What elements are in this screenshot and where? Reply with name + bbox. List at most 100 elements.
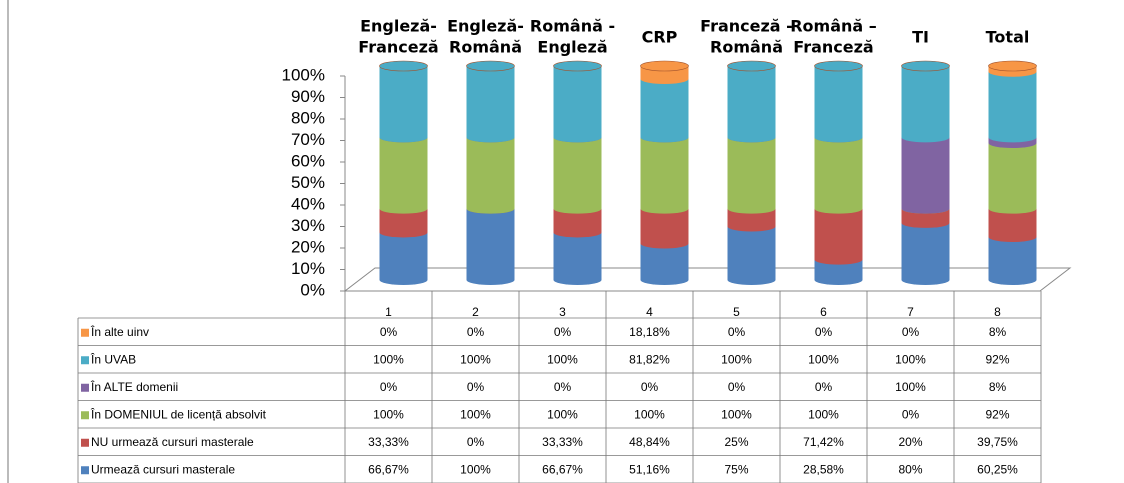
cylinder-segment	[814, 66, 863, 143]
legend-key	[81, 411, 89, 420]
cylinder-cap	[553, 60, 602, 72]
table-cell: 0%	[380, 325, 398, 339]
table-cell: 100%	[460, 352, 491, 366]
column-title: Total	[986, 28, 1030, 47]
legend-key	[81, 438, 89, 447]
table-cell: 100%	[895, 380, 926, 394]
legend-key	[81, 356, 89, 365]
column-title: Franceză -	[700, 17, 793, 36]
table-cell: 92%	[985, 352, 1009, 366]
y-tick-label: 50%	[291, 173, 325, 192]
legend-key	[81, 383, 89, 392]
cylinder-segment	[814, 208, 863, 265]
y-tick-label: 80%	[291, 108, 325, 127]
table-cell: 25%	[724, 435, 748, 449]
cylinder-segment	[466, 208, 515, 285]
table-cell: 100%	[721, 407, 752, 421]
y-tick-label: 90%	[291, 87, 325, 106]
table-cell: 0%	[380, 380, 398, 394]
x-tick-label: 5	[733, 305, 740, 319]
legend-key	[81, 328, 89, 337]
table-cell: 92%	[985, 407, 1009, 421]
cylinder-segment	[379, 137, 428, 214]
table-cell: 20%	[898, 435, 922, 449]
cylinder-segment	[901, 66, 950, 143]
table-cell: 0%	[728, 325, 746, 339]
cylinder-cap	[814, 60, 863, 72]
legend-label: NU urmează cursuri masterale	[91, 435, 254, 449]
cylinder-segment	[901, 208, 950, 228]
table-cell: 0%	[467, 325, 485, 339]
column-title: Română	[710, 38, 783, 57]
legend-label: În ALTE domenii	[90, 379, 178, 394]
x-tick-label: 8	[994, 305, 1001, 319]
table-cell: 0%	[815, 380, 833, 394]
table-cell: 100%	[808, 407, 839, 421]
y-tick-label: 30%	[291, 216, 325, 235]
table-cell: 100%	[634, 407, 665, 421]
table-cell: 0%	[815, 325, 833, 339]
floor	[343, 267, 1072, 292]
x-tick-label: 4	[646, 305, 653, 319]
column-title: Engleză-	[447, 17, 524, 36]
x-tick-label: 7	[907, 305, 914, 319]
column-title: Engleză-	[360, 17, 437, 36]
cylinder-segment	[640, 78, 689, 143]
cylinder-segment	[553, 208, 602, 238]
table-cell: 100%	[547, 407, 578, 421]
legend-label: Urmează cursuri masterale	[91, 462, 235, 476]
cylinder-segment	[988, 208, 1037, 243]
table-cell: 0%	[554, 325, 572, 339]
x-tick-label: 1	[385, 305, 392, 319]
table-cell: 60,25%	[977, 462, 1018, 476]
column-title: Franceză	[358, 38, 438, 57]
cylinder-cap	[727, 60, 776, 72]
cylinder-segment	[640, 208, 689, 249]
cylinder-segment	[901, 137, 950, 214]
table-cell: 33,33%	[542, 435, 583, 449]
table-cell: 0%	[467, 435, 485, 449]
table-cell: 75%	[724, 462, 748, 476]
cylinder-segment	[814, 259, 863, 285]
table-cell: 100%	[373, 352, 404, 366]
x-tick-label: 3	[559, 305, 566, 319]
x-tick-label: 2	[472, 305, 479, 319]
table-cell: 33,33%	[368, 435, 409, 449]
cylinder-cap	[640, 60, 689, 72]
cylinder-segment	[553, 232, 602, 285]
table-cell: 0%	[554, 380, 572, 394]
cylinder-cap	[379, 60, 428, 72]
column-title: CRP	[642, 28, 678, 47]
x-tick-label: 6	[820, 305, 827, 319]
table-cell: 100%	[808, 352, 839, 366]
cylinder-segment	[988, 237, 1037, 285]
table-cell: 100%	[460, 407, 491, 421]
column-title: Franceză	[793, 38, 873, 57]
legend-key	[81, 466, 89, 475]
cylinder-cap	[988, 60, 1037, 72]
table-cell: 100%	[547, 352, 578, 366]
table-cell: 28,58%	[803, 462, 844, 476]
cylinder-segment	[553, 137, 602, 214]
column-title: Română –	[790, 17, 877, 36]
table-cell: 80%	[898, 462, 922, 476]
cylinder-segment	[901, 222, 950, 285]
cylinder-segment	[727, 226, 776, 285]
table-cell: 100%	[721, 352, 752, 366]
y-tick-label: 40%	[291, 194, 325, 213]
table-cell: 0%	[728, 380, 746, 394]
cylinder-segment	[988, 143, 1037, 214]
cylinder-segment	[988, 71, 1037, 143]
table-cell: 0%	[902, 325, 920, 339]
table-cell: 39,75%	[977, 435, 1018, 449]
table-cell: 100%	[460, 462, 491, 476]
legend-label: În alte uinv	[90, 324, 149, 339]
cylinder-segment	[814, 137, 863, 214]
cylinder-segment	[379, 208, 428, 238]
legend-label: În UVAB	[90, 351, 136, 366]
y-tick-label: 70%	[291, 130, 325, 149]
table-cell: 100%	[373, 407, 404, 421]
cylinder-segment	[466, 137, 515, 214]
table-cell: 100%	[895, 352, 926, 366]
